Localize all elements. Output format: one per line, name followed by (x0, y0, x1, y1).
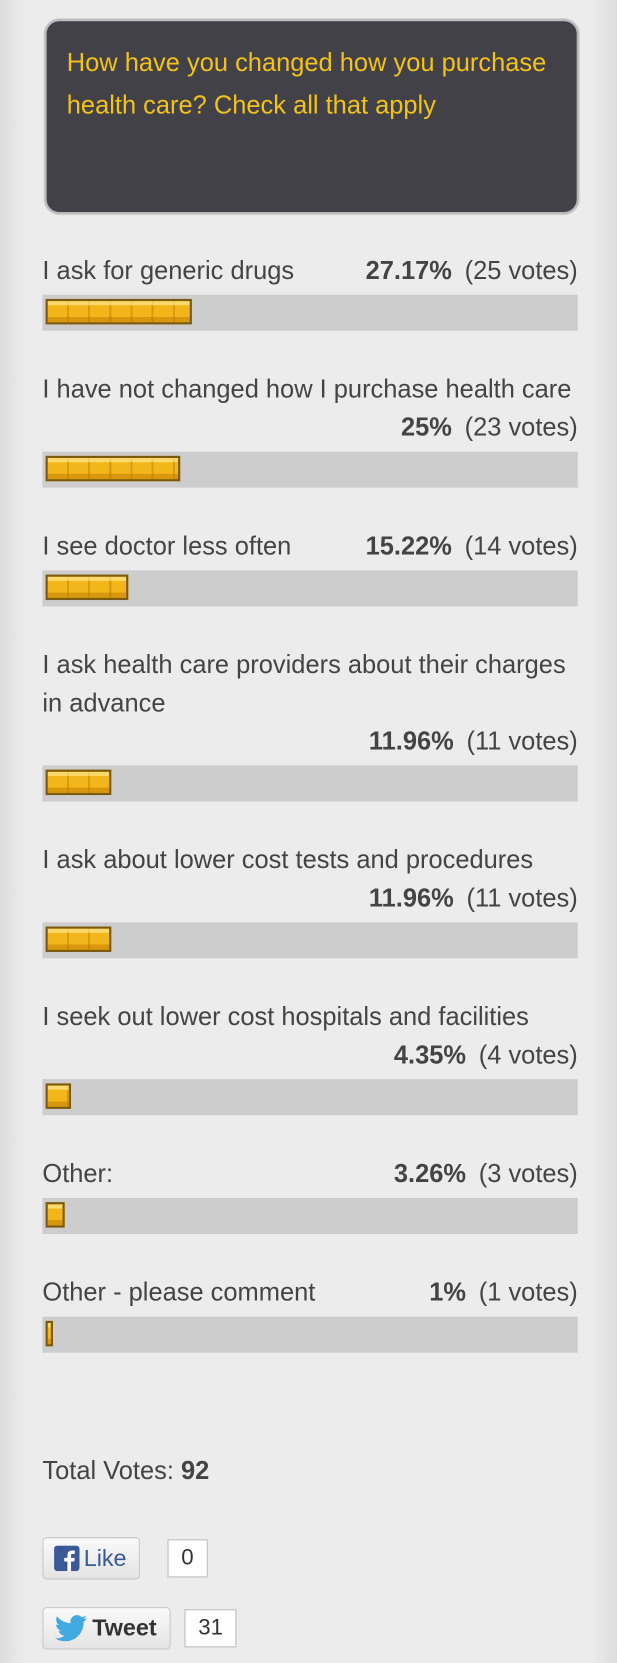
option-stats: 4.35% (4 votes) (377, 1037, 578, 1075)
option-votes: (11 votes) (466, 884, 578, 913)
option-percent: 27.17% (365, 256, 452, 286)
option-label: Other: (42, 1159, 114, 1189)
option-votes: (23 votes) (464, 413, 578, 443)
twitter-icon (54, 1615, 87, 1642)
total-value: 92 (181, 1456, 210, 1486)
option-percent: 11.96% (368, 884, 454, 913)
option-stats: 15.22% (14 votes) (349, 528, 578, 566)
option-label: Other - please comment (42, 1278, 316, 1308)
like-count: 0 (167, 1539, 208, 1578)
option-row: Other - please comment 1% (1 votes) (42, 1274, 577, 1312)
option-votes: (1 votes) (478, 1278, 578, 1308)
bar-track (42, 294, 578, 331)
poll-option: Other: 3.26% (3 votes) (42, 1156, 578, 1234)
option-label: I ask about lower cost tests and procedu… (42, 845, 534, 875)
bar-track (42, 765, 578, 802)
option-stats: 3.26% (3 votes) (377, 1156, 578, 1194)
option-percent: 15.22% (365, 532, 452, 561)
like-label: Like (83, 1544, 127, 1572)
option-percent: 11.96% (368, 727, 454, 756)
option-votes: (4 votes) (478, 1041, 578, 1070)
poll-question: How have you changed how you purchase he… (44, 19, 579, 215)
poll-option: I see doctor less often 15.22% (14 votes) (42, 528, 578, 607)
poll-option: I ask about lower cost tests and procedu… (42, 842, 578, 959)
bar-fill (45, 298, 192, 325)
bar-track (42, 1079, 578, 1116)
option-percent: 4.35% (393, 1041, 467, 1070)
option-stats: 11.96% (11 votes) (352, 880, 578, 918)
option-label: I seek out lower cost hospitals and faci… (42, 1002, 529, 1032)
tweet-label: Tweet (92, 1614, 157, 1642)
bar-fill (45, 455, 180, 482)
bar-fill (45, 1083, 71, 1109)
total-votes: Total Votes: 92 (42, 1457, 209, 1487)
option-row: I have not changed how I purchase health… (42, 371, 577, 447)
bar-fill (45, 1320, 53, 1347)
tweet-count: 31 (184, 1609, 237, 1648)
poll-option: I have not changed how I purchase health… (42, 371, 578, 488)
poll-option: I seek out lower cost hospitals and faci… (42, 999, 578, 1116)
bar-track (42, 922, 578, 959)
facebook-icon (54, 1545, 80, 1572)
option-label: I see doctor less often (42, 532, 292, 561)
poll-option: I ask health care providers about their … (42, 647, 578, 802)
bar-fill (45, 769, 111, 796)
option-stats: 25% (23 votes) (384, 409, 578, 447)
option-votes: (11 votes) (466, 727, 578, 756)
bar-track (42, 1197, 578, 1234)
option-stats: 11.96% (11 votes) (352, 723, 578, 761)
option-label: I ask health care providers about their … (42, 650, 566, 718)
bar-fill (45, 574, 129, 601)
option-row: I ask health care providers about their … (42, 647, 577, 761)
option-row: I seek out lower cost hospitals and faci… (42, 999, 577, 1075)
bar-track (42, 451, 578, 488)
poll-option: I ask for generic drugs 27.17% (25 votes) (42, 252, 578, 331)
option-row: Other: 3.26% (3 votes) (42, 1156, 577, 1194)
option-votes: (14 votes) (464, 532, 578, 561)
tweet-button[interactable]: Tweet (42, 1607, 171, 1650)
option-percent: 3.26% (393, 1159, 467, 1189)
option-row: I ask for generic drugs 27.17% (25 votes) (42, 252, 577, 290)
option-row: I ask about lower cost tests and procedu… (42, 842, 577, 918)
option-votes: (3 votes) (478, 1159, 578, 1189)
option-row: I see doctor less often 15.22% (14 votes) (42, 528, 577, 566)
total-label: Total Votes: (42, 1456, 174, 1486)
bar-track (42, 1316, 578, 1353)
poll-option: Other - please comment 1% (1 votes) (42, 1274, 578, 1353)
like-button[interactable]: Like (42, 1537, 141, 1580)
option-stats: 27.17% (25 votes) (349, 252, 578, 290)
option-label: I ask for generic drugs (42, 256, 295, 286)
bar-fill (45, 1202, 65, 1228)
bar-track (42, 570, 578, 607)
bar-fill (45, 926, 111, 952)
option-percent: 25% (400, 413, 452, 443)
option-votes: (25 votes) (464, 256, 578, 286)
option-stats: 1% (1 votes) (412, 1274, 577, 1312)
poll-options: I ask for generic drugs 27.17% (25 votes) I… (42, 252, 578, 1393)
option-percent: 1% (429, 1278, 467, 1308)
option-label: I have not changed how I purchase health… (42, 375, 572, 404)
